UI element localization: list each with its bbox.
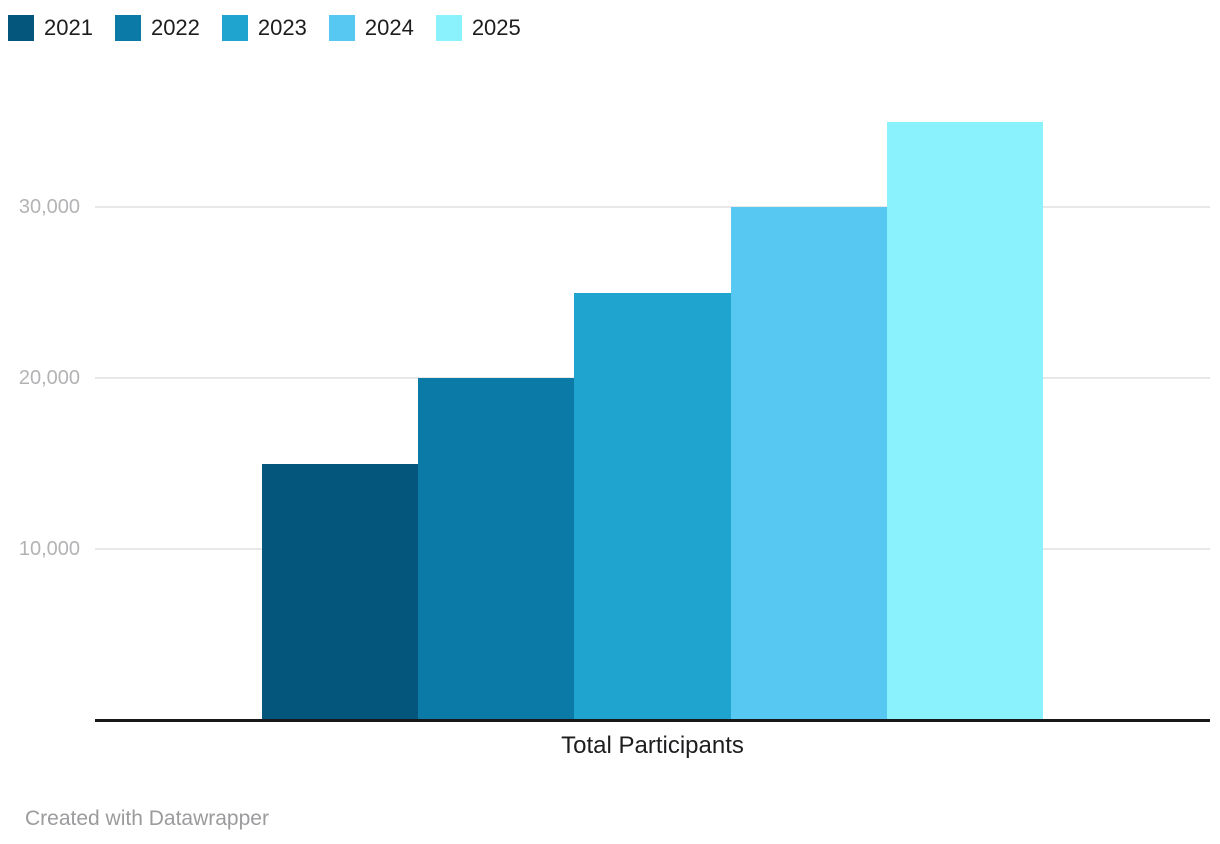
legend-swatch-2022	[114, 15, 141, 41]
bar-2022[interactable]	[417, 378, 575, 720]
legend-label: 2023	[257, 15, 307, 40]
bar-2024[interactable]	[730, 207, 888, 720]
legend-item-2025: 2025	[435, 14, 521, 42]
legend-label: 2024	[364, 15, 414, 40]
x-axis-line	[95, 719, 1210, 722]
legend-item-2021: 2021	[8, 14, 93, 42]
legend-swatch-2023	[221, 15, 248, 41]
gridline-30000	[95, 206, 1210, 208]
legend: 2021 2022 2023 2024 2025	[8, 14, 521, 42]
legend-item-2022: 2022	[114, 14, 200, 42]
footer-credit: Created with Datawrapper	[25, 807, 269, 830]
legend-swatch-2021	[8, 15, 34, 41]
legend-item-2023: 2023	[221, 14, 307, 42]
bar-2021[interactable]	[261, 463, 418, 720]
y-tick-label: 30,000	[18, 196, 80, 218]
y-tick-label: 20,000	[18, 367, 80, 389]
legend-item-2024: 2024	[328, 14, 414, 42]
legend-label: 2022	[150, 15, 200, 40]
legend-label: 2021	[44, 15, 93, 40]
bar-2023[interactable]	[574, 292, 731, 720]
legend-swatch-2025	[435, 15, 462, 41]
legend-swatch-2024	[328, 15, 355, 41]
x-axis-label: Total Participants	[561, 732, 744, 759]
legend-label: 2025	[471, 15, 521, 40]
bar-2025[interactable]	[887, 121, 1044, 720]
y-tick-label: 10,000	[18, 538, 80, 560]
